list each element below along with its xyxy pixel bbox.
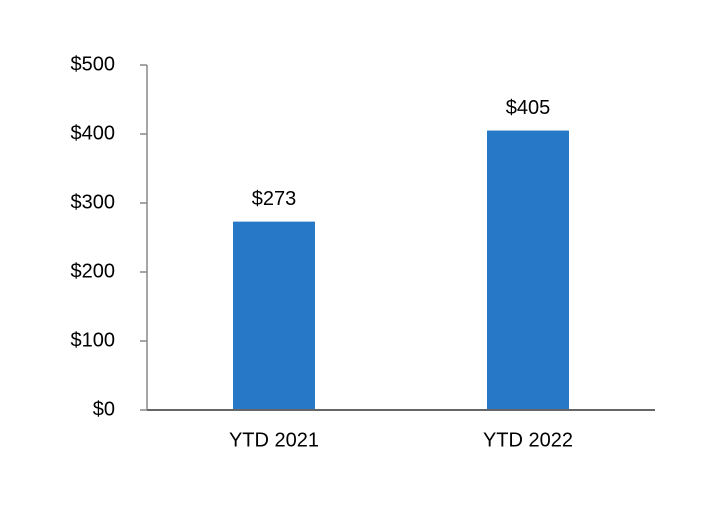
y-tick-label: $0 [93,398,115,420]
x-tick-label: YTD 2021 [229,429,319,451]
value-label: $405 [506,97,551,119]
bar [487,130,569,411]
y-tick-label: $300 [71,191,116,213]
x-tick-label: YTD 2022 [483,429,573,451]
y-tick-label: $200 [71,260,116,282]
bar [233,221,315,410]
y-tick-label: $400 [71,122,116,144]
y-tick-label: $500 [71,53,116,75]
y-tick-label: $100 [71,329,116,351]
value-label: $273 [252,188,297,210]
